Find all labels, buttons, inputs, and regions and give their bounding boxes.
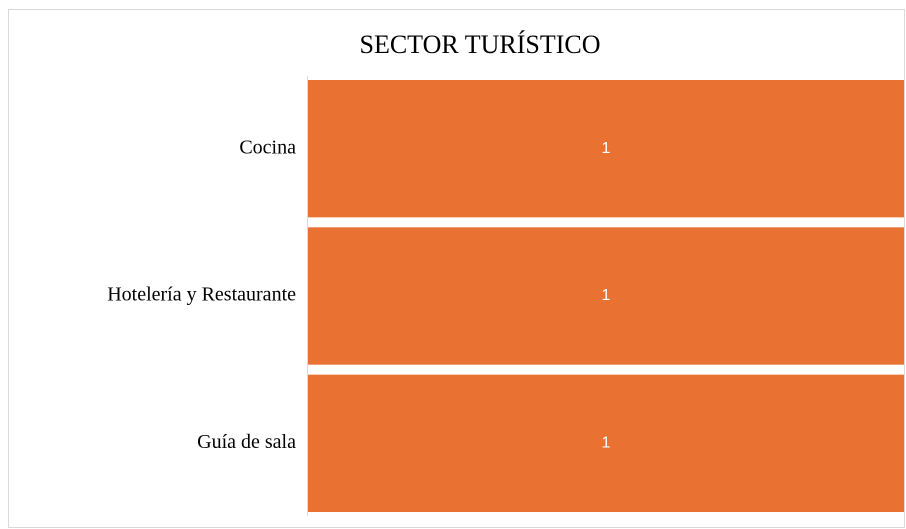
y-tick-label: Hotelería y Restaurante: [107, 284, 296, 306]
data-label: 1: [602, 287, 611, 304]
chart-title: SECTOR TURÍSTICO: [359, 30, 600, 59]
bar: [308, 227, 904, 365]
data-label: 1: [602, 140, 611, 157]
bar: [308, 374, 904, 512]
data-label: 1: [602, 435, 611, 452]
y-tick-label: Guía de sala: [197, 431, 296, 453]
bar: [308, 80, 904, 218]
y-tick-label: Cocina: [239, 136, 296, 158]
